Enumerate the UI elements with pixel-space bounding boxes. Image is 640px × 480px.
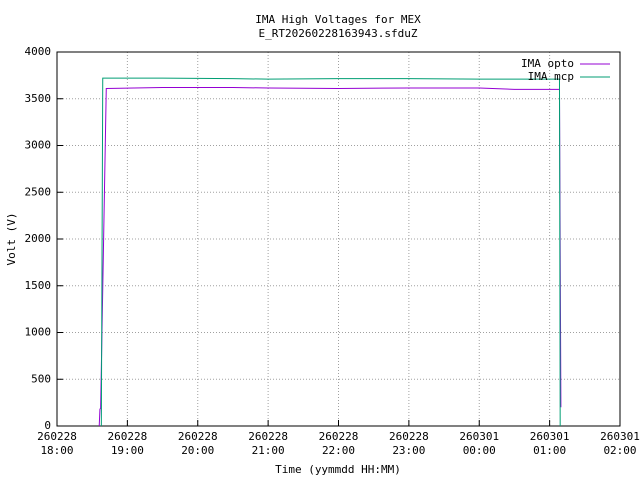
x-tick-label: 260228 18:00 bbox=[37, 430, 77, 457]
x-tick-label: 260228 19:00 bbox=[107, 430, 148, 457]
line bbox=[100, 77, 561, 427]
x-tick-label: 260301 00:00 bbox=[459, 430, 500, 457]
y-tick-label: 1000 bbox=[25, 326, 52, 339]
y-tick-label: 3500 bbox=[25, 92, 52, 105]
x-axis-label: Time (yymmdd HH:MM) bbox=[275, 463, 401, 476]
y-tick-label: 4000 bbox=[25, 45, 52, 58]
line bbox=[98, 87, 562, 427]
plot-frame bbox=[56, 51, 621, 427]
legend-label: IMA mcp bbox=[528, 70, 574, 83]
y-tick-label: 2500 bbox=[25, 185, 52, 198]
x-tick-label: 260228 21:00 bbox=[248, 430, 288, 457]
y-tick-label: 500 bbox=[31, 372, 51, 385]
y-tick-label: 3000 bbox=[25, 139, 52, 152]
y-tick-label: 1500 bbox=[25, 279, 52, 292]
x-tick-label: 260228 20:00 bbox=[177, 430, 218, 457]
y-tick-label: 0 bbox=[44, 419, 51, 432]
x-tick-label: 260301 02:00 bbox=[600, 430, 640, 457]
legend-label: IMA opto bbox=[521, 57, 574, 70]
y-axis-label: Volt (V) bbox=[5, 213, 18, 266]
chart-subtitle: E_RT20260228163943.sfduZ bbox=[259, 27, 418, 40]
x-tick-label: 260228 22:00 bbox=[318, 430, 359, 457]
x-tick-label: 260228 23:00 bbox=[389, 430, 429, 457]
x-tick-label: 260301 01:00 bbox=[529, 430, 570, 457]
y-tick-label: 2000 bbox=[25, 232, 52, 245]
chart-title: IMA High Voltages for MEX bbox=[255, 13, 421, 26]
